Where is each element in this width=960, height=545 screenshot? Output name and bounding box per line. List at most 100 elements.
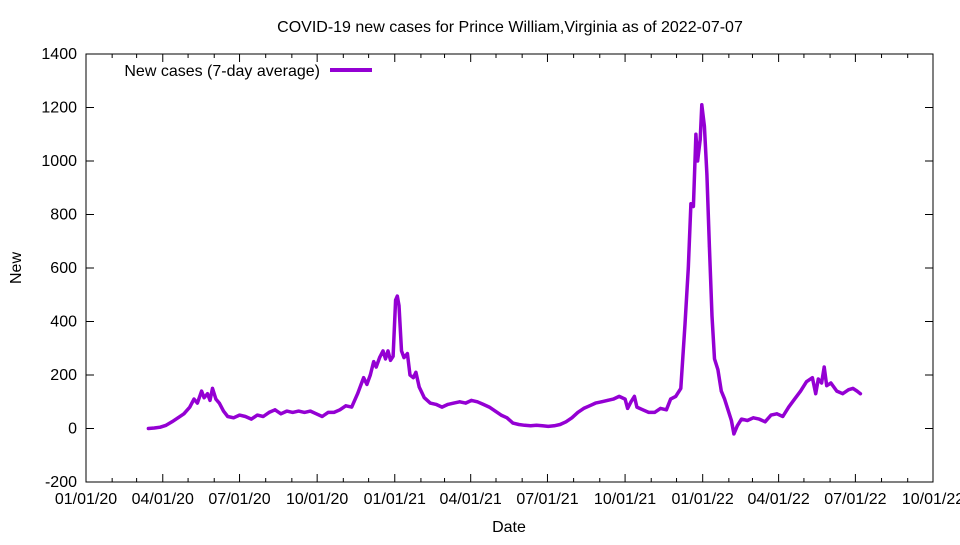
ticks-layer: -200 0 200 400 600 800 1000 1200 1400 01/01/20 04/… <box>41 46 960 508</box>
x-tick-label: 07/01/21 <box>516 491 578 508</box>
data-point <box>249 417 253 421</box>
data-point <box>674 394 678 398</box>
data-point <box>696 159 700 163</box>
data-point <box>835 389 839 393</box>
data-point <box>822 365 826 369</box>
data-point <box>206 392 209 396</box>
data-point <box>689 202 693 206</box>
data-point <box>417 385 421 389</box>
data-point <box>535 423 538 427</box>
data-point <box>208 398 212 402</box>
y-tick-label: 600 <box>50 260 77 277</box>
y-tick-label: 200 <box>50 367 77 384</box>
data-point <box>211 386 214 390</box>
data-point <box>829 381 833 385</box>
data-point <box>238 413 241 417</box>
data-point <box>386 349 390 353</box>
data-point <box>546 424 550 428</box>
data-point <box>700 103 704 107</box>
data-point <box>523 423 527 427</box>
plot-area-frame <box>85 53 934 483</box>
data-point <box>705 172 709 176</box>
data-point <box>152 426 156 430</box>
data-point <box>192 397 196 401</box>
data-point <box>291 410 295 414</box>
data-point <box>261 415 265 418</box>
data-point <box>635 405 639 409</box>
data-point <box>511 421 515 425</box>
data-point <box>394 298 398 302</box>
data-point <box>285 409 289 413</box>
data-point <box>664 408 668 412</box>
data-point <box>611 397 615 401</box>
data-point <box>726 408 730 412</box>
data-point <box>659 406 662 410</box>
x-tick-label: 04/01/21 <box>440 491 502 508</box>
data-point <box>787 405 791 409</box>
data-point <box>647 410 651 414</box>
data-point <box>816 377 820 381</box>
y-tick-label: 1400 <box>41 46 77 63</box>
data-point <box>529 424 533 428</box>
data-point <box>694 132 698 136</box>
data-point <box>582 406 586 410</box>
data-point <box>332 410 336 414</box>
data-point <box>732 432 736 436</box>
data-point <box>202 396 206 400</box>
data-point <box>858 392 862 396</box>
y-tick-label: 0 <box>68 421 77 438</box>
data-point <box>653 410 657 414</box>
data-point <box>799 389 803 393</box>
data-point <box>440 405 444 409</box>
data-point <box>303 410 306 414</box>
data-point <box>338 408 342 412</box>
data-point <box>814 392 818 396</box>
data-point <box>723 397 727 401</box>
x-tick-label: 01/01/21 <box>364 491 426 508</box>
data-point <box>683 322 687 326</box>
data-point <box>470 398 473 402</box>
data-point <box>540 424 544 428</box>
data-point <box>391 354 395 358</box>
data-point <box>400 349 403 353</box>
data-point <box>378 356 382 360</box>
data-point <box>505 416 509 420</box>
x-tick-label: 10/01/21 <box>594 491 656 508</box>
data-point <box>751 416 755 420</box>
data-point <box>781 415 785 418</box>
data-point <box>458 400 462 404</box>
data-point <box>381 349 385 353</box>
data-point <box>847 388 851 392</box>
y-axis-label: New <box>8 252 25 284</box>
data-point <box>629 400 633 404</box>
x-tick-label: 10/01/20 <box>286 491 348 508</box>
data-point <box>552 424 556 428</box>
data-point <box>395 294 399 298</box>
y-tick-label: 800 <box>50 207 77 224</box>
data-point <box>422 396 426 400</box>
data-point <box>405 352 409 356</box>
data-point <box>368 373 372 377</box>
data-point <box>763 420 767 424</box>
y-tick-label: 400 <box>50 314 77 331</box>
data-point <box>691 205 695 208</box>
data-point <box>146 427 150 430</box>
data-point <box>195 401 199 405</box>
data-point <box>344 404 348 408</box>
data-point <box>564 420 568 424</box>
legend-label: New cases (7-day average) <box>124 63 320 80</box>
data-point <box>558 423 562 426</box>
data-point <box>775 412 779 416</box>
data-point <box>481 402 485 406</box>
data-point <box>273 408 277 412</box>
data-point <box>434 402 438 406</box>
data-point <box>170 420 174 424</box>
data-point <box>188 405 192 409</box>
series-line <box>146 103 863 436</box>
data-point <box>710 314 714 318</box>
data-point <box>769 413 773 417</box>
data-point <box>389 358 392 362</box>
data-point <box>356 392 360 396</box>
data-point <box>617 394 621 398</box>
